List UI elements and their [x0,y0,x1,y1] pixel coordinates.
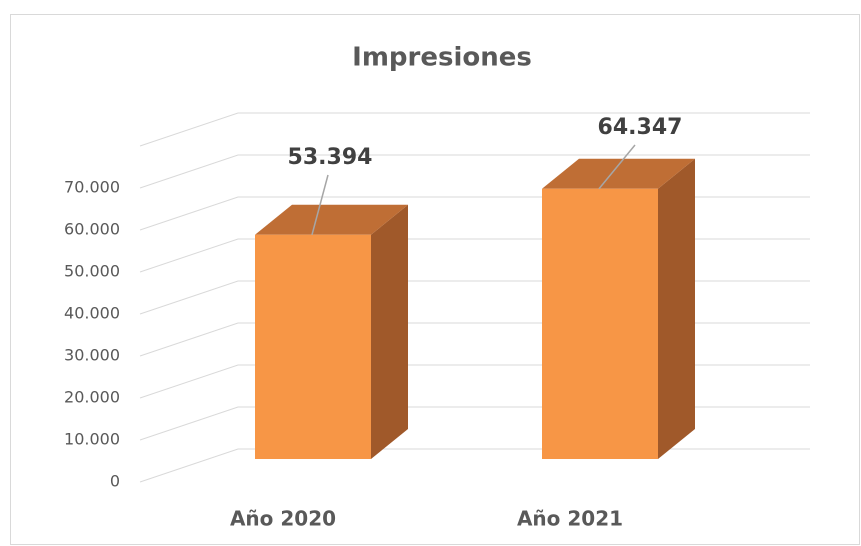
chart-border [10,14,860,545]
bar-top [542,158,695,189]
y-tick-label: 50.000 [64,262,120,281]
grid-line [139,154,810,189]
y-tick-label: 10.000 [64,430,120,449]
bar [542,188,658,459]
grid-line [139,112,810,147]
x-tick-label: Año 2020 [230,507,336,531]
y-tick-label: 20.000 [64,388,120,407]
leader-line [311,174,329,235]
y-tick-label: 60.000 [64,220,120,239]
x-tick-label: Año 2021 [517,507,623,531]
y-tick-label: 40.000 [64,304,120,323]
data-label: 64.347 [598,115,683,140]
bar-side [658,158,695,459]
bar [255,234,371,459]
data-label: 53.394 [288,145,373,170]
bar-side [371,204,408,459]
y-tick-label: 70.000 [64,178,120,197]
y-tick-label: 30.000 [64,346,120,365]
bar-top [255,204,408,235]
leader-line [598,144,636,190]
chart-title: Impresiones [352,43,532,73]
y-tick-label: 0 [110,472,120,491]
